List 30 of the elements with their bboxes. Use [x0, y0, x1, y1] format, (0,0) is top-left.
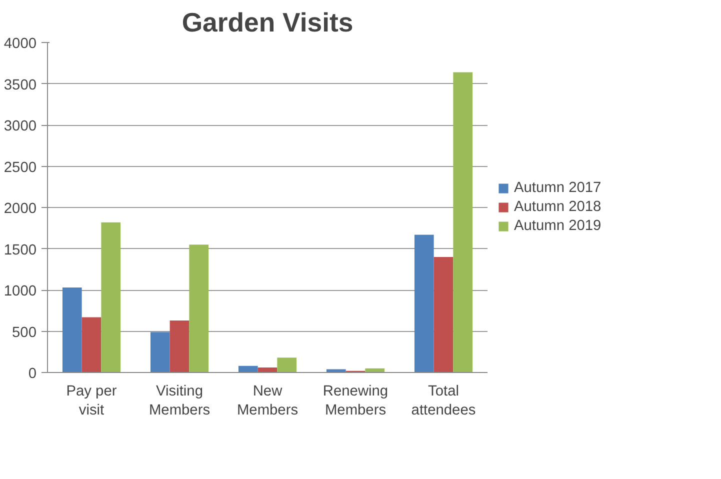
x-tick-label: Pay per visit — [66, 384, 117, 419]
chart-title: Garden Visits — [182, 8, 354, 38]
y-tick-label: 4000 — [4, 36, 37, 52]
x-tick-label: New Members — [236, 384, 298, 419]
legend-label: Autumn 2018 — [514, 199, 602, 215]
x-tick-label: Total attendees — [411, 384, 476, 419]
bar — [434, 257, 454, 372]
bar — [414, 234, 434, 372]
y-tick-label: 2500 — [4, 160, 37, 176]
bar — [101, 222, 121, 372]
x-tick-label: Visiting Members — [148, 384, 210, 419]
y-tick-label: 1500 — [4, 242, 37, 258]
y-tick-label: 500 — [12, 324, 37, 341]
bar — [82, 317, 102, 372]
bar — [453, 72, 473, 372]
bar — [326, 369, 346, 372]
bar — [277, 358, 297, 372]
x-tick-label: Renewing Members — [322, 384, 388, 419]
y-tick-label: 0 — [28, 366, 37, 382]
legend-label: Autumn 2019 — [514, 218, 602, 234]
y-tick-label: 3000 — [4, 118, 37, 134]
bar — [238, 366, 258, 372]
y-tick-label: 3500 — [4, 77, 37, 94]
legend-label: Autumn 2017 — [514, 180, 602, 196]
bar — [189, 244, 209, 372]
bar — [62, 288, 82, 372]
y-tick-label: 2000 — [4, 201, 37, 217]
bar — [150, 332, 170, 372]
bar — [170, 320, 190, 372]
y-tick-label: 1000 — [4, 284, 37, 300]
